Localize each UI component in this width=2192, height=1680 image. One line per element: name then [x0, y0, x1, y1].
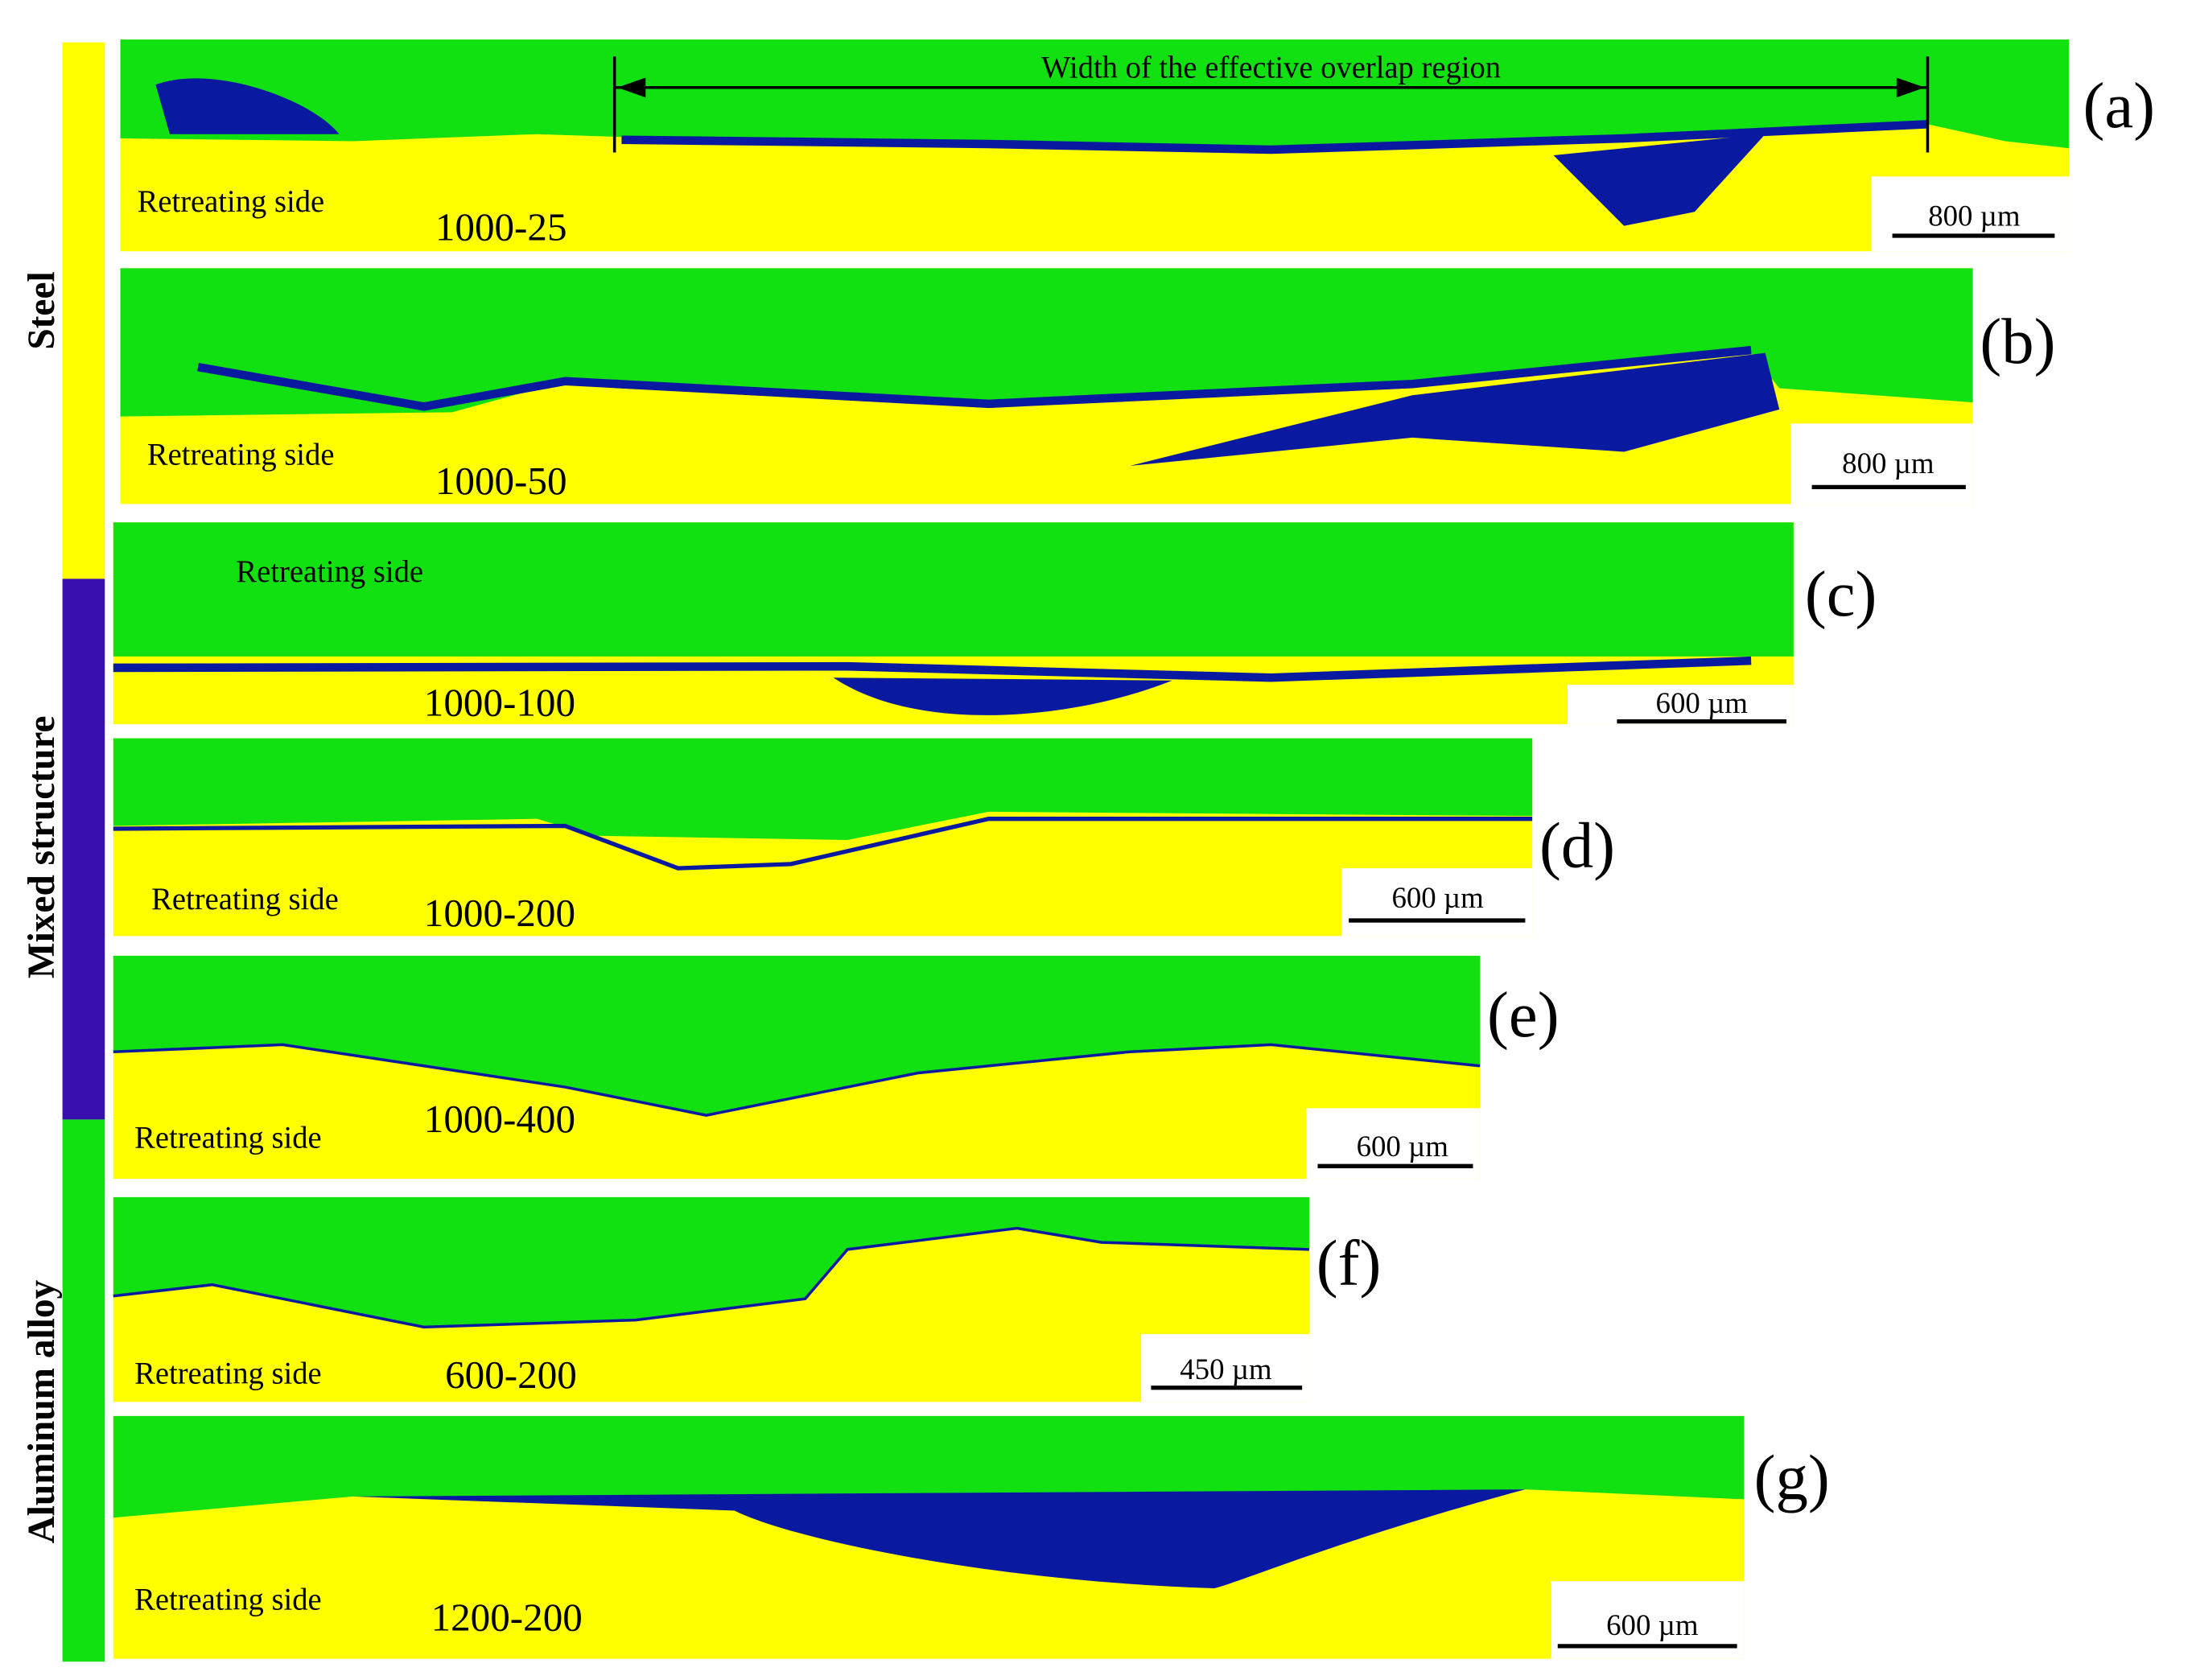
- side-label: Retreating side: [147, 438, 335, 471]
- side-label: Retreating side: [236, 555, 423, 589]
- side-label: Retreating side: [134, 1122, 322, 1155]
- sample-id: 1000-25: [435, 204, 567, 249]
- panel-label: (c): [1805, 558, 1877, 630]
- sample-id: 1200-200: [431, 1596, 583, 1640]
- sample-id: 1000-400: [424, 1097, 575, 1141]
- scale-label: 600 µm: [1606, 1608, 1699, 1641]
- scale-label: 450 µm: [1180, 1353, 1272, 1386]
- panel-label: (b): [1980, 306, 2055, 377]
- legend-label: Mixed structure: [21, 715, 63, 978]
- scale-label: 600 µm: [1357, 1130, 1449, 1163]
- scale-label: 800 µm: [1842, 447, 1934, 480]
- legend-label: Steel: [21, 271, 63, 349]
- panel-label: (d): [1539, 809, 1615, 881]
- scale-label: 600 µm: [1656, 686, 1749, 719]
- sample-id: 1000-50: [435, 459, 567, 503]
- legend-mixed: [62, 579, 105, 1120]
- side-label: Retreating side: [134, 1583, 322, 1616]
- panel-b: [120, 268, 1973, 504]
- sample-id: 1000-200: [424, 891, 575, 935]
- panel-label: (g): [1754, 1442, 1830, 1513]
- panel-g: [113, 1415, 1745, 1659]
- scale-label: 800 µm: [1928, 200, 2021, 233]
- panel-d: [113, 738, 1533, 937]
- panel-a: [120, 39, 2069, 252]
- legend-label: Aluminum alloy: [21, 1279, 63, 1543]
- side-label: Retreating side: [134, 1357, 322, 1391]
- legend-steel: [62, 42, 105, 579]
- sample-id: 600-200: [445, 1353, 577, 1397]
- panel-label: (e): [1487, 979, 1560, 1051]
- panel-label: (a): [2083, 70, 2155, 142]
- panel-e: [113, 955, 1481, 1180]
- panel-f: [113, 1196, 1310, 1402]
- panel-c: [113, 522, 1794, 725]
- scale-label: 600 µm: [1391, 881, 1484, 914]
- side-label: Retreating side: [138, 185, 325, 219]
- legend-aluminum: [62, 1119, 105, 1662]
- panel-label: (f): [1316, 1228, 1382, 1299]
- side-label: Retreating side: [151, 883, 339, 916]
- sample-id: 1000-100: [424, 681, 575, 725]
- annotation: Width of the effective overlap region: [1041, 51, 1501, 85]
